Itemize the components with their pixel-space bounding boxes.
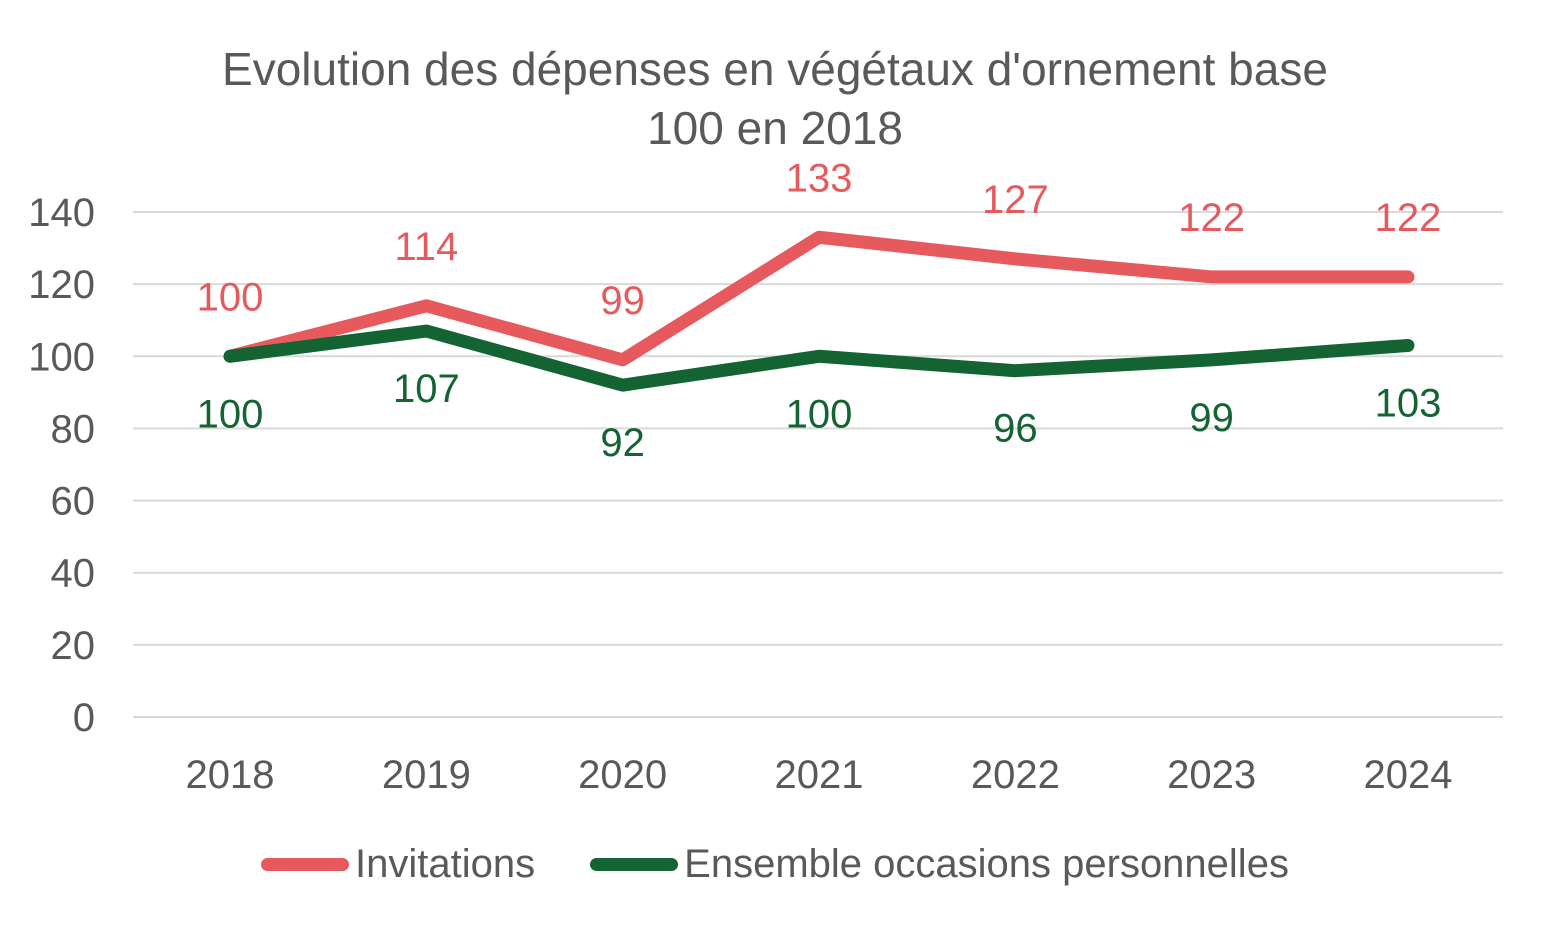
- x-tick-label: 2022: [971, 753, 1060, 797]
- data-label-invitations-2022: 127: [982, 178, 1049, 222]
- y-tick-label: 120: [28, 263, 95, 307]
- x-tick-label: 2020: [578, 753, 667, 797]
- y-tick-label: 100: [28, 335, 95, 379]
- x-tick-label: 2021: [775, 753, 864, 797]
- chart-title-line-1: Evolution des dépenses en végétaux d'orn…: [222, 43, 1328, 95]
- data-label-invitations-2018: 100: [197, 275, 264, 319]
- chart-title: Evolution des dépenses en végétaux d'orn…: [0, 40, 1550, 158]
- data-label-ensemble-occasions-personnelles-2019: 107: [393, 367, 460, 411]
- x-tick-label: 2018: [186, 753, 275, 797]
- legend-marker-ensemble-occasions-personnelles: [590, 858, 679, 871]
- series-line-invitations: [223, 230, 1415, 367]
- y-tick-label: 20: [51, 624, 96, 668]
- data-label-ensemble-occasions-personnelles-2024: 103: [1375, 381, 1442, 425]
- chart-legend: Invitations Ensemble occasions personnel…: [0, 842, 1550, 887]
- data-label-invitations-2024: 122: [1375, 196, 1442, 240]
- y-tick-label: 80: [51, 407, 96, 451]
- x-tick-label: 2023: [1167, 753, 1256, 797]
- legend-marker-invitations: [261, 858, 350, 871]
- legend-item-invitations: Invitations: [261, 842, 535, 887]
- data-label-ensemble-occasions-personnelles-2022: 96: [993, 407, 1038, 451]
- x-tick-label: 2019: [382, 753, 471, 797]
- data-label-invitations-2019: 114: [394, 225, 458, 269]
- legend-label-invitations: Invitations: [355, 842, 536, 886]
- y-tick-label: 0: [73, 696, 95, 740]
- data-label-ensemble-occasions-personnelles-2018: 100: [197, 392, 264, 436]
- data-label-ensemble-occasions-personnelles-2020: 92: [600, 421, 645, 465]
- y-tick-label: 140: [28, 191, 95, 235]
- x-tick-label: 2024: [1364, 753, 1453, 797]
- chart-title-line-2: 100 en 2018: [647, 101, 903, 154]
- legend-item-ensemble-occasions-personnelles: Ensemble occasions personnelles: [590, 842, 1289, 887]
- data-label-ensemble-occasions-personnelles-2023: 99: [1189, 396, 1234, 440]
- legend-label-ensemble-occasions-personnelles: Ensemble occasions personnelles: [684, 842, 1289, 886]
- data-label-ensemble-occasions-personnelles-2021: 100: [786, 392, 853, 436]
- data-label-invitations-2020: 99: [600, 279, 645, 323]
- data-label-invitations-2021: 133: [786, 156, 853, 200]
- data-label-invitations-2023: 122: [1178, 196, 1245, 240]
- y-tick-label: 60: [51, 480, 96, 524]
- y-tick-label: 40: [51, 552, 96, 596]
- series-line-ensemble-occasions-personnelles: [223, 324, 1415, 392]
